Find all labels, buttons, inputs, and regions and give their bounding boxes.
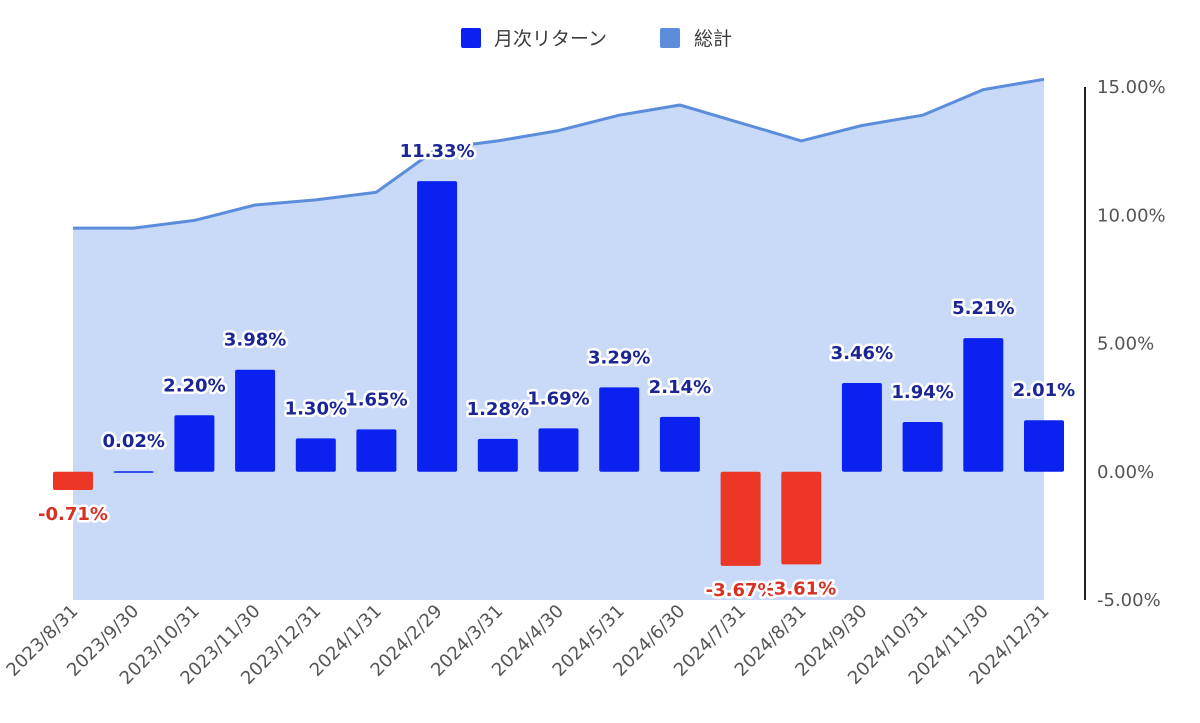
- legend-swatch-monthly: [461, 28, 481, 48]
- data-label-2024-5-31: 3.29%: [588, 347, 650, 368]
- bar-2024-4-30: [538, 428, 579, 472]
- bar-2024-6-30: [659, 416, 700, 472]
- bar-2024-3-31: [477, 438, 518, 472]
- data-label-2023-12-31: 1.30%: [285, 398, 347, 419]
- data-label-2023-9-30: 0.02%: [102, 431, 164, 452]
- legend: 月次リターン 総計: [461, 28, 732, 50]
- data-label-2024-4-30: 1.69%: [527, 388, 589, 409]
- bars-group: [53, 181, 1064, 566]
- y-tick-label: 15.00%: [1097, 77, 1166, 98]
- data-label-2024-11-30: 5.21%: [952, 298, 1014, 319]
- data-label-2024-10-31: 1.94%: [891, 382, 953, 403]
- bar-2024-5-31: [599, 387, 640, 472]
- bar-2023-12-31: [295, 438, 336, 472]
- y-tick-label: 5.00%: [1097, 334, 1154, 355]
- bar-2023-8-31: [53, 471, 93, 490]
- bar-2024-8-31: [781, 471, 822, 565]
- total-area-fill: [73, 79, 1044, 601]
- data-label-2024-8-31: -3.61%: [766, 578, 836, 599]
- data-label-2024-7-31: -3.67%: [706, 580, 776, 601]
- bar-2024-11-30: [963, 338, 1004, 472]
- total-area-group: [73, 77, 1045, 601]
- y-tick-label: -5.00%: [1097, 590, 1161, 611]
- bar-2024-2-29: [417, 181, 458, 472]
- data-label-2024-2-29: 11.33%: [400, 141, 475, 162]
- legend-label-monthly: 月次リターン: [494, 28, 607, 50]
- bar-2024-1-31: [356, 429, 397, 472]
- bar-2023-10-31: [174, 415, 215, 472]
- data-label-2024-12-31: 2.01%: [1013, 380, 1075, 401]
- legend-label-total: 総計: [694, 28, 732, 50]
- data-label-2024-9-30: 3.46%: [831, 343, 893, 364]
- bar-2024-7-31: [720, 471, 761, 566]
- data-labels-group: -0.71% 0.02% 2.20% 3.98% 1.30%1.65% 11.33% 1.2…: [36, 139, 1078, 604]
- data-label-2023-10-31: 2.20%: [163, 375, 225, 396]
- data-label-2024-6-30: 2.14%: [649, 377, 711, 398]
- bar-2024-9-30: [841, 383, 882, 472]
- data-label-2024-1-31: 1.65%: [345, 389, 407, 410]
- y-tick-label: 0.00%: [1097, 462, 1154, 483]
- data-label-2023-8-31: -0.71%: [38, 504, 108, 525]
- data-label-2023-11-30: 3.98%: [224, 330, 286, 351]
- total-line: [73, 77, 1045, 230]
- data-label-2024-3-31: 1.28%: [467, 399, 529, 420]
- bar-2023-9-30: [113, 471, 154, 473]
- bar-2024-10-31: [902, 422, 943, 472]
- y-axis-group: 15.00% 10.00% 5.00% 0.00% -5.00%: [1084, 77, 1166, 611]
- legend-swatch-total: [660, 28, 680, 48]
- x-axis-group: 2023/8/312023/9/302023/10/312023/11/3020…: [2, 601, 1053, 689]
- y-tick-label: 10.00%: [1097, 205, 1166, 226]
- bar-2024-12-31: [1024, 420, 1064, 472]
- bar-2023-11-30: [235, 369, 276, 472]
